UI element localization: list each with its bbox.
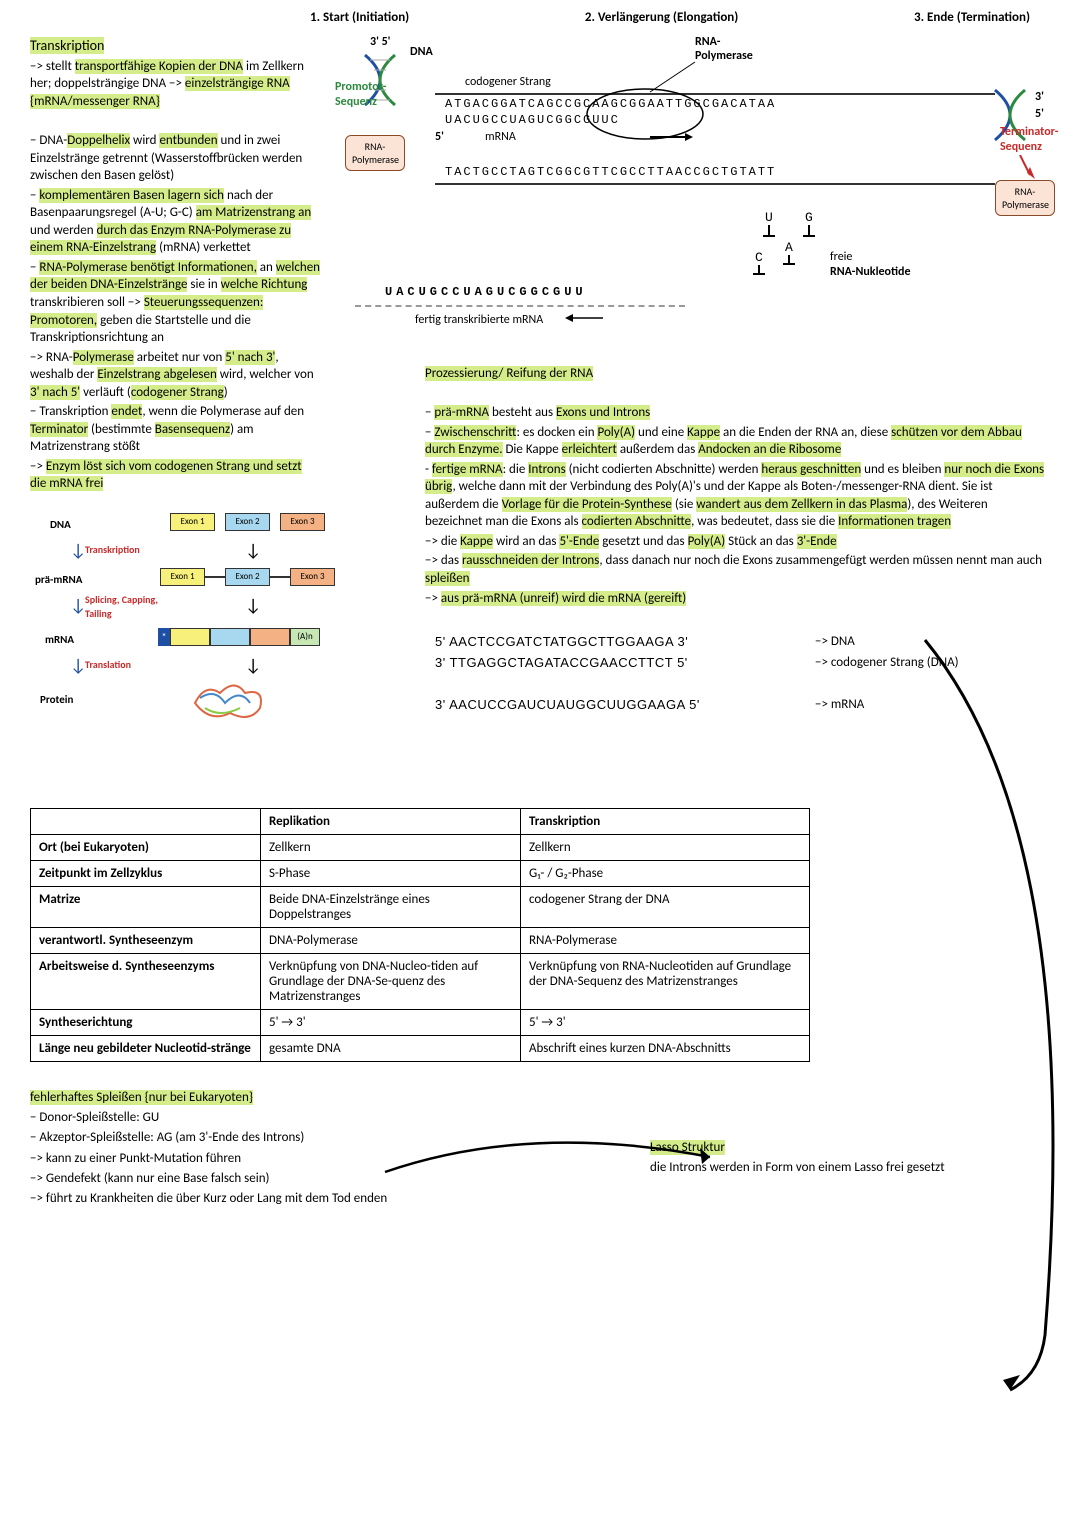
flow-splicing: Splicing, Capping, Tailing [85, 593, 175, 620]
protein-icon [190, 678, 270, 723]
proc-title: Prozessierung/ Reifung der RNA [425, 366, 593, 381]
left-p4: − RNA-Polymerase benötigt Informationen,… [30, 259, 320, 347]
table-cell: S-Phase [261, 861, 521, 887]
phase-header-row: 1. Start (Initiation) 2. Verlängerung (E… [30, 10, 1050, 35]
left-p5: −> RNA-Polymerase arbeitet nur von 5' na… [30, 349, 320, 402]
curved-arrow-lasso-icon [915, 635, 1080, 1395]
rna-nukleotide-label: RNA-Nukleotide [830, 265, 911, 279]
bottom-sequence: TACTGCCTAGTCGGCGTTCGCCTTAACCGCTGTATT [445, 165, 776, 179]
th-blank [31, 809, 261, 835]
left-notes-column: Transkription −> stellt transportfähige … [30, 35, 320, 768]
exon-box: Exon 2 [225, 568, 270, 586]
flow-transkription: Transkription [85, 543, 140, 557]
exon-box: Exon 1 [160, 568, 205, 586]
arrow-down-icon: ↓ [70, 593, 86, 617]
three-five-label: 3' 5' [370, 35, 390, 49]
mrna-label: mRNA [485, 130, 516, 144]
nucleotide-c: C [755, 250, 763, 265]
exon-box [210, 628, 250, 646]
seq-mrna: 3' AACUCCGAUCUAUGGCUUGGAAGA 5' [435, 695, 775, 716]
promotor-label-2: Sequenz [335, 95, 377, 109]
phase-2: 2. Verlängerung (Elongation) [585, 10, 738, 25]
table-cell: verantwortl. Syntheseenzym [31, 928, 261, 954]
flow-translation: Translation [85, 658, 131, 672]
curved-arrow-icon [380, 1112, 730, 1192]
left-p3: − komplementären Basen lagern sich nach … [30, 187, 320, 257]
processing-text: Prozessierung/ Reifung der RNA − prä-mRN… [335, 365, 1055, 607]
table-cell: Zeitpunkt im Zellzyklus [31, 861, 261, 887]
exon-box: Exon 3 [280, 513, 325, 531]
table-cell: Zellkern [521, 835, 810, 861]
table-cell: 5' → 3' [261, 1010, 521, 1036]
terminator-label-1: Terminator- [1000, 125, 1058, 139]
table-cell: gesamte DNA [261, 1036, 521, 1062]
fehler-line: −> führt zu Krankheiten die über Kurz od… [30, 1190, 590, 1208]
left-p2: − DNA-Doppelhelix wird entbunden und in … [30, 132, 320, 185]
table-cell: codogener Strang der DNA [521, 887, 810, 928]
flow-mrna: mRNA [45, 633, 74, 648]
flow-pra-mrna: prä-mRNA [35, 573, 82, 588]
left-p7: −> Enzym löst sich vom codogenen Strang … [30, 458, 320, 493]
bottom-section: fehlerhaftes Spleißen {nur bei Eukaryote… [30, 1087, 1050, 1210]
fehler-title: fehlerhaftes Spleißen {nur bei Eukaryote… [30, 1090, 253, 1105]
final-mrna-seq: UACUGCCUAGUCGGCGUU [385, 285, 587, 299]
arrow-down-icon: ↓ [245, 593, 261, 617]
table-cell: Verknüpfung von DNA-Nucleo-tiden auf Gru… [261, 954, 521, 1010]
arrow-down-icon: ↓ [70, 653, 86, 677]
five-prime: 5' [435, 130, 444, 144]
th-transkription: Transkription [521, 809, 810, 835]
polya-box: (A)n [290, 628, 320, 646]
exon-box: Exon 3 [290, 568, 335, 586]
left-p1: −> stellt transportfähige Kopien der DNA… [30, 58, 320, 111]
left-p6: − Transkription endet, wenn die Polymera… [30, 403, 320, 456]
right-column: 3' 5' DNA Promotor- Sequenz RNA-Polymera… [335, 35, 1055, 768]
seq-dna-top: 5' AACTCCGATCTATGGCTTGGAAGA 3' [435, 632, 775, 653]
nucleotide-g: G [805, 210, 813, 225]
arrow-down-icon: ↓ [245, 538, 261, 562]
table-cell: Beide DNA-Einzelstränge eines Doppelstra… [261, 887, 521, 928]
table-cell: G₁- / G₂-Phase [521, 861, 810, 887]
flow-protein: Protein [40, 693, 73, 708]
cap-box: * [158, 628, 170, 646]
codogener-label: codogener Strang [465, 75, 551, 89]
flow-dna: DNA [50, 518, 71, 533]
promotor-label-1: Promotor- [335, 80, 386, 94]
arrow-left-icon [565, 311, 605, 325]
nucleotide-a: A [785, 240, 793, 255]
flow-diagram: DNA ↓ Transkription prä-mRNA ↓ Splicing,… [30, 508, 320, 768]
exon-box: Exon 1 [170, 513, 215, 531]
table-cell: Ort (bei Eukaryoten) [31, 835, 261, 861]
exon-box [170, 628, 210, 646]
table-cell: Syntheserichtung [31, 1010, 261, 1036]
arrow-down-icon: ↓ [70, 538, 86, 562]
table-cell: DNA-Polymerase [261, 928, 521, 954]
rna-polymerase-box-2: RNA-Polymerase [995, 180, 1055, 216]
title-transkription: Transkription [30, 37, 104, 54]
rna-polymerase-box: RNA-Polymerase [345, 135, 405, 171]
comparison-table: Replikation Transkription Ort (bei Eukar… [30, 808, 810, 1062]
table-cell: Arbeitsweise d. Syntheseenzyms [31, 954, 261, 1010]
direction-arrow-icon [645, 130, 695, 145]
arrow-down-icon: ↓ [245, 653, 261, 677]
exon-box: Exon 2 [225, 513, 270, 531]
phase-1: 1. Start (Initiation) [310, 10, 409, 25]
dna-label: DNA [410, 45, 433, 59]
table-cell: Matrize [31, 887, 261, 928]
final-mrna-label: fertig transkribierte mRNA [415, 313, 543, 327]
table-cell: RNA-Polymerase [521, 928, 810, 954]
table-cell: 5' → 3' [521, 1010, 810, 1036]
table-cell: Länge neu gebildeter Nucleotid-stränge [31, 1036, 261, 1062]
terminator-label-2: Sequenz [1000, 140, 1042, 154]
th-replikation: Replikation [261, 809, 521, 835]
seq-dna-bot: 3' TTGAGGCTAGATACCGAACCTTCT 5' [435, 653, 775, 674]
table-cell: Abschrift eines kurzen DNA-Abschnitts [521, 1036, 810, 1062]
phase-3: 3. Ende (Termination) [914, 10, 1030, 25]
arrow-down-icon [1015, 155, 1035, 180]
transcription-diagram: 3' 5' DNA Promotor- Sequenz RNA-Polymera… [335, 35, 1055, 355]
exon-box [250, 628, 290, 646]
freie-label: freie [830, 250, 852, 264]
table-cell: Verknüpfung von RNA-Nucleotiden auf Grun… [521, 954, 810, 1010]
nucleotide-u: U [765, 210, 773, 225]
table-cell: Zellkern [261, 835, 521, 861]
